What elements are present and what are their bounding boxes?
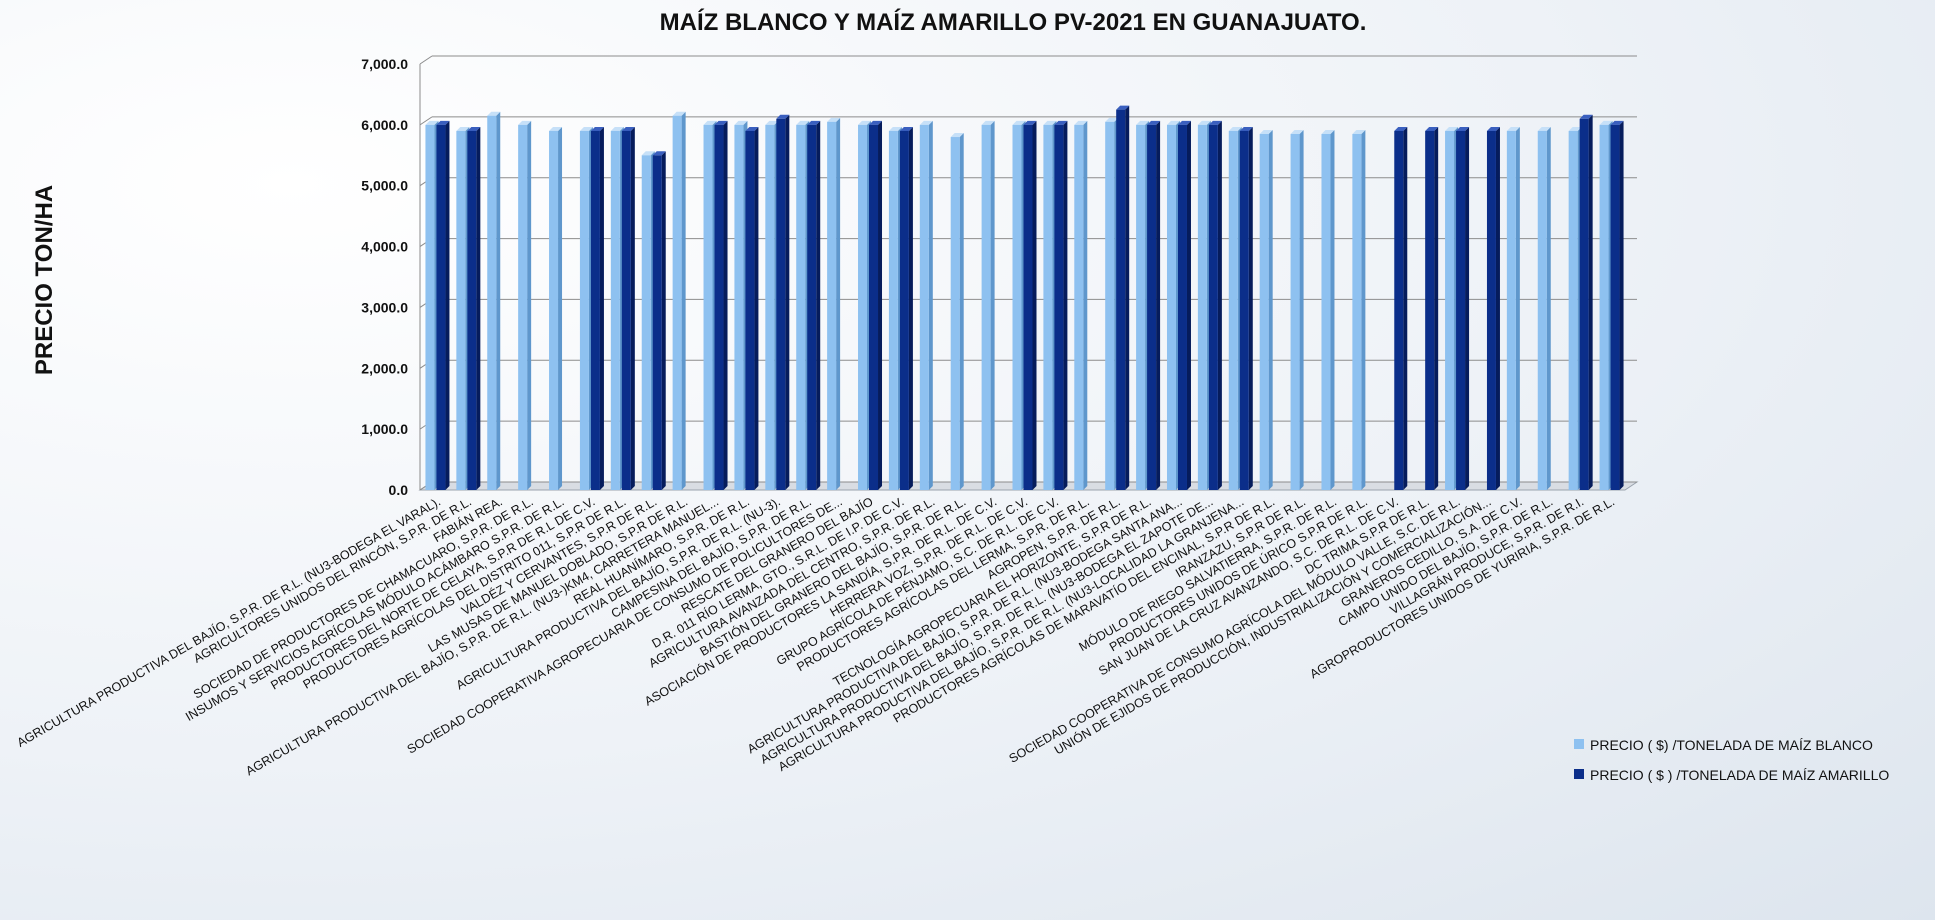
- legend: PRECIO ( $) /TONELADA DE MAÍZ BLANCO PREC…: [1574, 737, 1889, 783]
- bar-maiz-amarillo: [1610, 120, 1624, 490]
- bar-maiz-amarillo: [1394, 126, 1408, 490]
- legend-label-blanco: PRECIO ( $) /TONELADA DE MAÍZ BLANCO: [1590, 737, 1873, 753]
- bar-maiz-blanco: [1321, 129, 1335, 490]
- bar-maiz-blanco: [1352, 129, 1366, 490]
- bar-maiz-blanco: [1290, 129, 1304, 490]
- bar-maiz-blanco: [919, 120, 933, 490]
- bar-maiz-amarillo: [590, 126, 604, 490]
- legend-swatch-blanco: [1574, 739, 1584, 749]
- bar-maiz-amarillo: [807, 120, 821, 490]
- bar-maiz-amarillo: [1177, 120, 1191, 490]
- bar-maiz-amarillo: [776, 114, 790, 491]
- bar-maiz-amarillo: [1239, 126, 1253, 490]
- bar-maiz-blanco: [1074, 120, 1088, 490]
- gridline-depth: [419, 116, 433, 126]
- bar-maiz-amarillo: [1425, 126, 1439, 490]
- bar-maiz-blanco: [1506, 126, 1520, 490]
- legend-swatch-amarillo: [1574, 769, 1584, 779]
- bar-maiz-amarillo: [899, 126, 913, 490]
- bar-maiz-blanco: [549, 126, 563, 490]
- bar-maiz-blanco: [1537, 126, 1551, 490]
- bar-maiz-amarillo: [1147, 120, 1161, 490]
- bar-maiz-blanco: [827, 117, 841, 491]
- bar-maiz-amarillo: [621, 126, 635, 490]
- chart-title: MAÍZ BLANCO Y MAÍZ AMARILLO PV-2021 EN G…: [660, 8, 1367, 36]
- y-tick-label: 6,000.0: [361, 117, 408, 133]
- bar-maiz-amarillo: [1023, 120, 1037, 490]
- y-tick-label: 7,000.0: [361, 56, 408, 72]
- bar-maiz-amarillo: [745, 126, 759, 490]
- legend-label-amarillo: PRECIO ( $ ) /TONELADA DE MAÍZ AMARILLO: [1590, 767, 1889, 783]
- y-tick-label: 2,000.0: [361, 360, 408, 376]
- bar-maiz-amarillo: [1486, 126, 1500, 490]
- bar-maiz-amarillo: [467, 126, 481, 490]
- bar-maiz-blanco: [981, 120, 995, 490]
- gridline-depth: [419, 55, 433, 65]
- bar-maiz-blanco: [1259, 129, 1273, 490]
- y-tick-label: 1,000.0: [361, 421, 408, 437]
- bar-maiz-blanco: [487, 111, 501, 490]
- y-tick-label: 3,000.0: [361, 299, 408, 315]
- bar-maiz-amarillo: [1456, 126, 1470, 490]
- bar-maiz-amarillo: [1208, 120, 1222, 490]
- bar-maiz-blanco: [518, 120, 532, 490]
- bar-maiz-blanco: [950, 133, 964, 490]
- bar-maiz-amarillo: [869, 120, 883, 490]
- y-tick-label: 0.0: [389, 482, 409, 498]
- bar-maiz-amarillo: [1054, 120, 1068, 490]
- y-tick-label: 5,000.0: [361, 178, 408, 194]
- y-axis-label: PRECIO TON/HA: [31, 185, 58, 375]
- bar-maiz-amarillo: [1579, 114, 1593, 491]
- bar-maiz-amarillo: [436, 120, 450, 490]
- bar-maiz-amarillo: [1116, 105, 1130, 491]
- y-tick-label: 4,000.0: [361, 239, 408, 255]
- bar-maiz-amarillo: [652, 151, 666, 491]
- plot-area: 0.0 1,000.0 2,000.0 3,000.0 4,000.0 5,000.0 6,…: [14, 55, 1639, 778]
- bar-maiz-blanco: [672, 111, 686, 490]
- bar-maiz-amarillo: [714, 120, 728, 490]
